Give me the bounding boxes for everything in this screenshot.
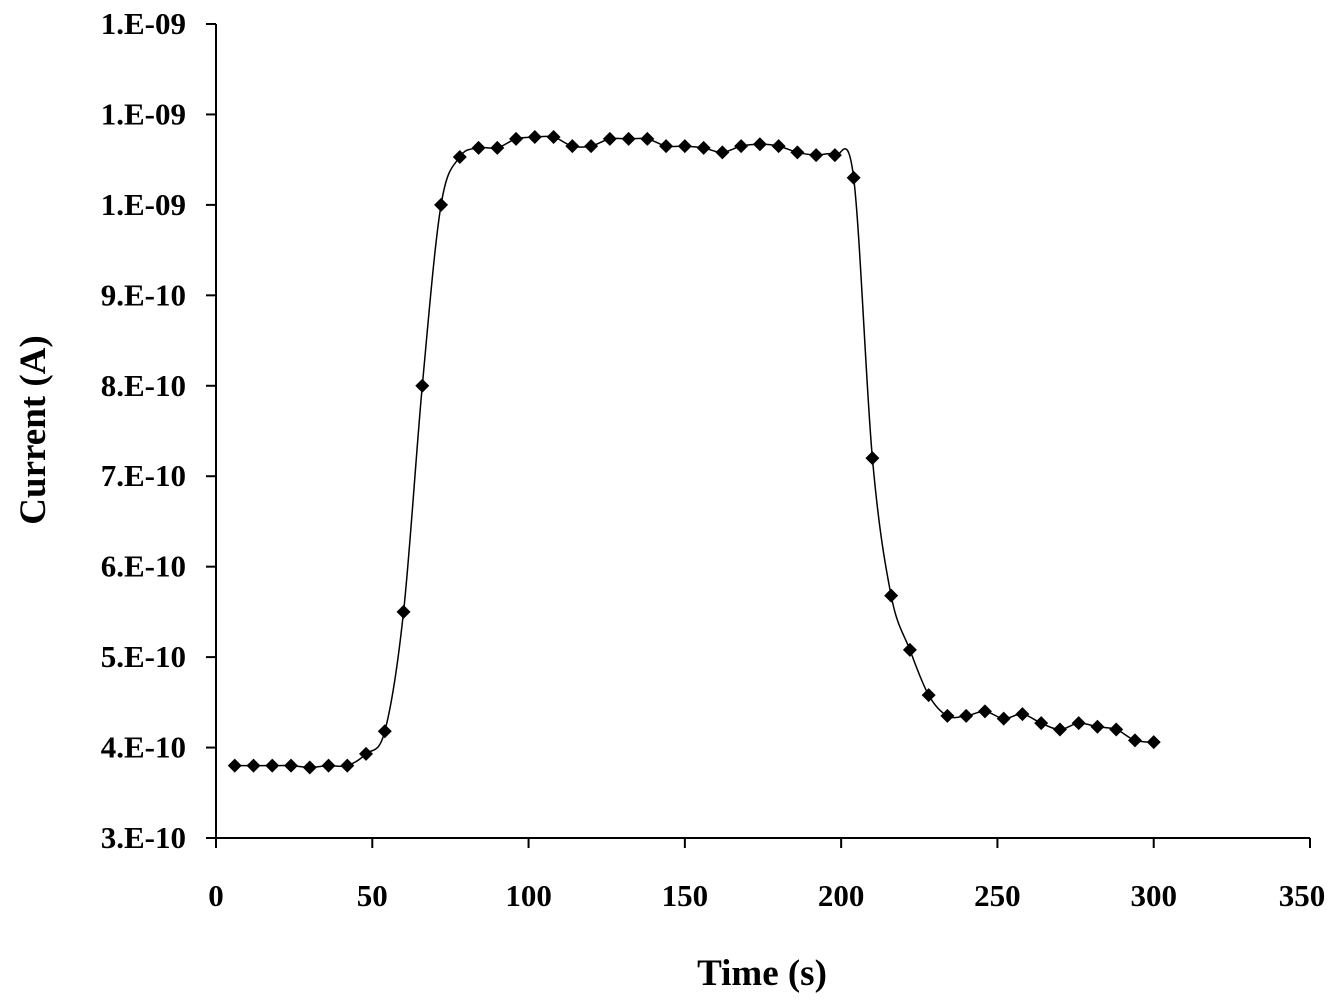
- y-tick-label: 8.E-10: [101, 368, 186, 403]
- y-tick-label: 1.E-09: [101, 96, 186, 131]
- y-tick-label: 1.E-09: [101, 187, 186, 222]
- data-point-marker: [734, 139, 749, 154]
- data-markers: [227, 130, 1161, 775]
- x-tick-label: 350: [1279, 878, 1326, 913]
- data-point-marker: [996, 711, 1011, 726]
- y-tick-label: 7.E-10: [101, 458, 186, 493]
- x-tick-label: 200: [818, 878, 865, 913]
- x-tick-label: 250: [974, 878, 1021, 913]
- data-point-marker: [621, 131, 636, 146]
- data-point-marker: [284, 758, 299, 773]
- data-point-marker: [1090, 719, 1105, 734]
- data-point-marker: [959, 708, 974, 723]
- data-point-marker: [509, 131, 524, 146]
- data-point-marker: [696, 140, 711, 155]
- data-point-marker: [546, 130, 561, 145]
- y-axis-title: Current (A): [13, 335, 54, 524]
- y-tick-label: 4.E-10: [101, 730, 186, 765]
- data-point-marker: [377, 724, 392, 739]
- x-tick-label: 0: [208, 878, 224, 913]
- plot-area: [227, 130, 1161, 775]
- data-point-marker: [1109, 722, 1124, 737]
- y-axis-ticks: 3.E-10 4.E-10 5.E-10 6.E-10 7.E-10 8.E-10 9.E-…: [101, 6, 216, 855]
- data-point-marker: [809, 148, 824, 163]
- x-tick-label: 150: [662, 878, 709, 913]
- y-tick-label: 3.E-10: [101, 820, 186, 855]
- data-point-marker: [977, 704, 992, 719]
- data-point-marker: [1146, 735, 1161, 750]
- data-point-marker: [490, 140, 505, 155]
- data-point-marker: [677, 139, 692, 154]
- data-point-marker: [827, 148, 842, 163]
- data-point-marker: [1127, 733, 1142, 748]
- x-tick-label: 100: [505, 878, 552, 913]
- data-point-marker: [321, 758, 336, 773]
- data-point-marker: [471, 140, 486, 155]
- data-point-marker: [246, 758, 261, 773]
- x-axis-ticks: 0 50 100 150 200 250 300 350: [208, 838, 1325, 913]
- data-point-marker: [602, 131, 617, 146]
- data-point-marker: [1052, 722, 1067, 737]
- data-point-marker: [302, 760, 317, 775]
- data-point-marker: [565, 139, 580, 154]
- data-point-marker: [846, 170, 861, 185]
- y-tick-label: 1.E-09: [101, 6, 186, 41]
- data-point-marker: [359, 746, 374, 761]
- x-tick-label: 50: [357, 878, 388, 913]
- data-point-marker: [865, 451, 880, 466]
- data-point-marker: [434, 197, 449, 212]
- data-point-marker: [715, 145, 730, 160]
- series-line: [234, 135, 1154, 769]
- data-point-marker: [884, 588, 899, 603]
- data-point-marker: [940, 708, 955, 723]
- data-point-marker: [584, 139, 599, 154]
- data-point-marker: [640, 131, 655, 146]
- data-point-marker: [527, 130, 542, 145]
- y-tick-label: 6.E-10: [101, 549, 186, 584]
- y-tick-label: 5.E-10: [101, 639, 186, 674]
- data-point-marker: [1071, 716, 1086, 731]
- data-point-marker: [902, 642, 917, 657]
- data-point-marker: [771, 139, 786, 154]
- x-axis-title: Time (s): [697, 953, 827, 994]
- data-point-marker: [227, 758, 242, 773]
- data-point-marker: [340, 758, 355, 773]
- data-point-marker: [1034, 716, 1049, 731]
- y-tick-label: 9.E-10: [101, 277, 186, 312]
- data-point-marker: [1015, 707, 1030, 722]
- data-point-marker: [265, 758, 280, 773]
- data-point-marker: [921, 688, 936, 703]
- data-point-marker: [752, 137, 767, 152]
- data-point-marker: [415, 378, 430, 393]
- x-tick-label: 300: [1130, 878, 1177, 913]
- data-point-marker: [659, 139, 674, 154]
- data-point-marker: [396, 604, 411, 619]
- data-point-marker: [790, 145, 805, 160]
- data-point-marker: [452, 149, 467, 164]
